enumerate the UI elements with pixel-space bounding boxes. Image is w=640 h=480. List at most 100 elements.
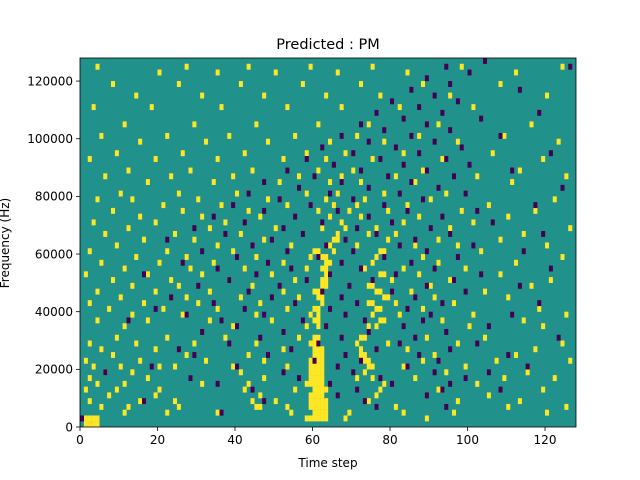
heatmap-cell-high [316, 305, 321, 312]
heatmap-cell-high [176, 190, 181, 197]
heatmap-cell-low [548, 150, 553, 157]
heatmap-cell-high [95, 288, 100, 295]
heatmap-cell-high [285, 104, 290, 111]
heatmap-cell-low [192, 352, 197, 358]
heatmap-cell-low [351, 369, 356, 376]
heatmap-cell-high [405, 202, 410, 209]
heatmap-cell-high [153, 156, 158, 162]
heatmap-cell-high [312, 398, 317, 405]
heatmap-cell-low [215, 265, 220, 272]
heatmap-cell-high [444, 369, 449, 376]
heatmap-cell-low [467, 69, 472, 76]
heatmap-cell-high [455, 398, 460, 405]
heatmap-cell-high [316, 375, 321, 382]
heatmap-cell-high [138, 398, 143, 405]
heatmap-cell-high [231, 323, 236, 330]
heatmap-cell-high [463, 363, 468, 370]
heatmap-cell-low [386, 173, 391, 180]
heatmap-cell-high [297, 334, 302, 341]
heatmap-cell-low [339, 179, 344, 185]
heatmap-cell-high [219, 104, 224, 111]
heatmap-cell-high [304, 150, 309, 157]
heatmap-cell-high [273, 398, 278, 405]
heatmap-cell-high [320, 398, 325, 405]
heatmap-cell-high [157, 259, 162, 266]
heatmap-cell-high [153, 219, 158, 226]
heatmap-cell-high [204, 357, 209, 364]
heatmap-cell-high [502, 132, 507, 139]
heatmap-cell-high [165, 334, 170, 341]
heatmap-cell-high [188, 167, 193, 174]
heatmap-cell-high [316, 369, 321, 376]
heatmap-cell-high [316, 403, 321, 410]
heatmap-cell-high [339, 173, 344, 180]
heatmap-cell-low [328, 271, 333, 278]
heatmap-cell-low [300, 317, 305, 324]
heatmap-cell-high [145, 271, 150, 278]
heatmap-cell-high [238, 369, 243, 376]
heatmap-cell-high [145, 375, 150, 382]
heatmap-cell-high [83, 386, 88, 393]
heatmap-cell-high [548, 277, 553, 284]
heatmap-cell-high [471, 104, 476, 111]
heatmap-cell-low [320, 288, 325, 295]
heatmap-cell-high [242, 265, 247, 272]
heatmap-cell-high [514, 352, 519, 358]
heatmap-cell-low [413, 334, 418, 341]
heatmap-cell-low [142, 398, 147, 405]
heatmap-cell-high [397, 104, 402, 111]
heatmap-cell-high [320, 346, 325, 353]
heatmap-cell-high [293, 277, 298, 284]
heatmap-cell-high [304, 323, 309, 330]
heatmap-cell-high [188, 265, 193, 272]
heatmap-cell-high [324, 409, 329, 416]
heatmap-cell-low [331, 161, 336, 168]
heatmap-cell-high [173, 398, 178, 405]
heatmap-cell-high [393, 173, 398, 180]
heatmap-cell-low [366, 328, 371, 335]
heatmap-cell-high [114, 386, 119, 393]
heatmap-cell-high [176, 81, 181, 87]
heatmap-cell-low [316, 254, 321, 260]
heatmap-cell-high [312, 369, 317, 376]
heatmap-cell-high [328, 213, 333, 220]
heatmap-cell-high [347, 409, 352, 416]
heatmap-cell-low [510, 311, 515, 318]
heatmap-cell-high [83, 421, 88, 428]
heatmap-cell-low [475, 207, 480, 214]
heatmap-cell-low [409, 179, 414, 185]
heatmap-cell-high [452, 300, 457, 307]
heatmap-cell-low [362, 398, 367, 405]
heatmap-cell-high [269, 271, 274, 278]
heatmap-cell-low [452, 173, 457, 180]
heatmap-cell-high [215, 242, 220, 249]
heatmap-cell-high [266, 138, 271, 145]
heatmap-cell-low [401, 323, 406, 330]
heatmap-cell-high [273, 225, 278, 232]
heatmap-cell-high [184, 63, 189, 70]
heatmap-cell-high [308, 415, 313, 422]
heatmap-cell-high [138, 213, 143, 220]
heatmap-cell-low [200, 328, 205, 335]
heatmap-cell-low [490, 219, 495, 226]
heatmap-cell-high [331, 248, 336, 255]
heatmap-cell-low [421, 196, 426, 203]
heatmap-cell-high [312, 317, 317, 324]
heatmap-cell-low [339, 334, 344, 341]
heatmap-cell-high [200, 271, 205, 278]
heatmap-cell-high [521, 317, 526, 324]
heatmap-cell-high [440, 156, 445, 162]
heatmap-cell-low [436, 184, 441, 191]
heatmap-cell-high [169, 173, 174, 180]
heatmap-cell-high [231, 248, 236, 255]
heatmap-cell-low [266, 352, 271, 358]
heatmap-cell-low [510, 167, 515, 174]
heatmap-cell-low [359, 265, 364, 272]
heatmap-cell-low [285, 248, 290, 255]
heatmap-cell-high [293, 132, 298, 139]
heatmap-cell-high [130, 311, 135, 318]
heatmap-cell-high [324, 415, 329, 422]
heatmap-cell-high [238, 230, 243, 237]
heatmap-cell-high [215, 305, 220, 312]
